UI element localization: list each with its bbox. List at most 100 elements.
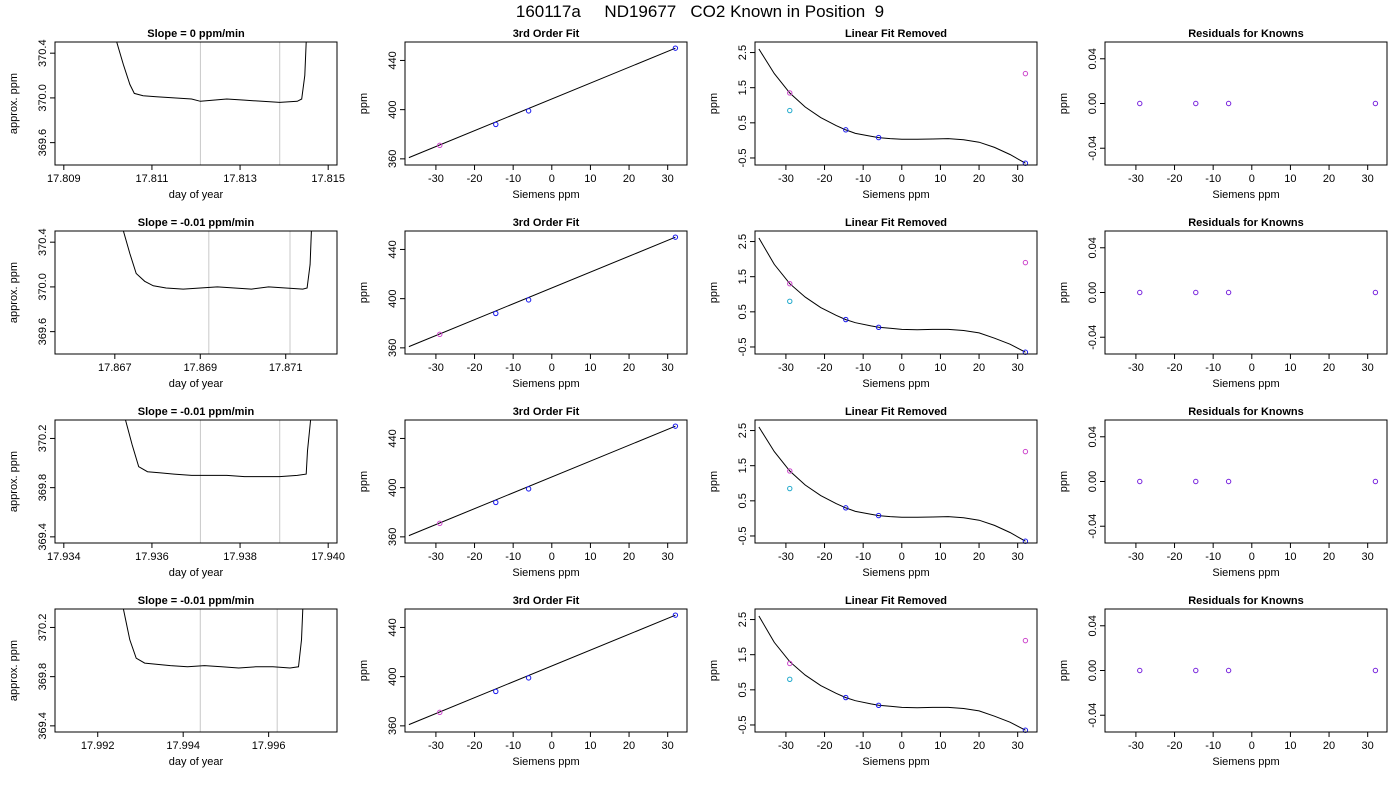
x-tick-label: 0: [899, 362, 905, 374]
y-tick-label: 440: [387, 618, 399, 636]
x-tick-label: -30: [778, 551, 794, 563]
chart-panel: Linear Fit Removed -30 -20 -10 0 10 20 30 -0.5 0.…: [700, 400, 1050, 590]
chart-svg: 3rd Order Fit -30 -20 -10 0 10 20 30 360 400 440 Si…: [358, 217, 688, 390]
data-point: [1137, 478, 1143, 485]
x-tick-label: 17.811: [136, 173, 169, 185]
x-tick-label: 10: [1284, 173, 1296, 185]
y-tick-label: 0.00: [1087, 471, 1099, 492]
plot-area: [125, 420, 312, 478]
x-tick-label: 0: [1249, 740, 1255, 752]
data-point: [1225, 667, 1232, 674]
x-tick-label: -20: [467, 740, 483, 752]
x-tick-label: 10: [584, 173, 596, 185]
y-tick-label: 370.4: [37, 39, 49, 67]
chart-title: Slope = -0.01 ppm/min: [138, 217, 255, 229]
x-tick-label: 0: [549, 551, 555, 563]
y-tick-label: 360: [387, 150, 399, 168]
x-tick-label: 30: [1012, 740, 1024, 752]
data-point: [787, 90, 793, 96]
fit-curve: [758, 615, 1026, 731]
x-tick-label: 17.869: [183, 362, 217, 374]
y-axis-label: ppm: [358, 282, 370, 303]
y-tick-label: 360: [387, 717, 399, 735]
x-tick-label: -10: [505, 740, 521, 752]
x-axis-label: day of year: [169, 189, 224, 201]
x-tick-label: 20: [623, 362, 635, 374]
plot-frame: [404, 230, 688, 355]
y-tick-label: -0.5: [737, 526, 749, 545]
x-tick-label: 30: [662, 362, 674, 374]
chart-title: Linear Fit Removed: [845, 217, 947, 229]
x-tick-label: 20: [973, 551, 985, 563]
y-tick-label: 0.5: [737, 115, 749, 130]
x-tick-label: -20: [817, 551, 833, 563]
x-tick-label: -20: [1167, 551, 1183, 563]
data-point: [787, 676, 793, 682]
x-tick-label: -30: [428, 362, 444, 374]
chart-svg: 3rd Order Fit -30 -20 -10 0 10 20 30 360 400 440 Si…: [358, 595, 688, 768]
x-tick-label: 17.871: [269, 362, 303, 374]
x-tick-label: -10: [855, 740, 871, 752]
plot-frame: [54, 608, 338, 733]
data-point: [1137, 667, 1143, 674]
y-tick-label: 0.5: [737, 304, 749, 319]
y-tick-label: 0.04: [1087, 48, 1099, 69]
data-point: [437, 520, 443, 527]
chart-svg: Linear Fit Removed -30 -20 -10 0 10 20 30 -0.5 0.…: [708, 28, 1038, 201]
x-tick-label: 17.992: [81, 740, 115, 752]
x-axis-label: Siemens ppm: [512, 756, 579, 768]
data-point: [672, 234, 679, 240]
data-point: [1225, 100, 1232, 107]
chart-panel: Slope = -0.01 ppm/min 17.934 17.936 17.938 1…: [0, 400, 350, 590]
chart-panel: Slope = -0.01 ppm/min 17.867 17.869 17.871 3…: [0, 211, 350, 401]
x-tick-label: 20: [623, 740, 635, 752]
data-point: [525, 486, 532, 492]
chart-svg: Residuals for Knowns -30 -20 -10 0 10 20 30 -0.0…: [1058, 406, 1388, 579]
y-axis-label: ppm: [1058, 93, 1070, 114]
data-point: [672, 612, 679, 618]
x-tick-label: -30: [1128, 551, 1144, 563]
x-tick-label: 0: [549, 173, 555, 185]
chart-title: Residuals for Knowns: [1188, 28, 1304, 40]
chart-panel: 3rd Order Fit -30 -20 -10 0 10 20 30 360 400 440 Si…: [350, 589, 700, 779]
plot-area: [758, 615, 1026, 731]
x-tick-label: 20: [973, 173, 985, 185]
fit-curve: [758, 426, 1026, 542]
plot-area: [758, 237, 1026, 353]
chart-panel: Residuals for Knowns -30 -20 -10 0 10 20 30 -0.0…: [1050, 22, 1400, 212]
y-tick-label: 1.5: [737, 647, 749, 662]
x-tick-label: -30: [1128, 740, 1144, 752]
plot-area: [758, 426, 1026, 542]
y-axis-label: ppm: [358, 660, 370, 681]
x-tick-label: -20: [1167, 740, 1183, 752]
x-axis-label: Siemens ppm: [512, 378, 579, 390]
data-point: [1137, 289, 1143, 296]
y-tick-label: 2.5: [737, 234, 749, 249]
data-point: [1372, 667, 1379, 674]
y-tick-label: 0.00: [1087, 660, 1099, 681]
x-axis-label: Siemens ppm: [1212, 567, 1279, 579]
fit-curve: [408, 236, 676, 348]
chart-panel: 3rd Order Fit -30 -20 -10 0 10 20 30 360 400 440 Si…: [350, 400, 700, 590]
chart-panel: Linear Fit Removed -30 -20 -10 0 10 20 30 -0.5 0.…: [700, 589, 1050, 779]
data-point: [843, 316, 849, 323]
x-tick-label: -10: [855, 173, 871, 185]
data-point: [1372, 289, 1379, 296]
plot-area: [408, 425, 676, 537]
y-axis-label: ppm: [1058, 660, 1070, 681]
x-tick-label: 0: [549, 362, 555, 374]
chart-svg: Slope = -0.01 ppm/min 17.934 17.936 17.938 1…: [8, 406, 345, 579]
x-tick-label: -30: [1128, 362, 1144, 374]
y-tick-label: 370.2: [37, 614, 49, 642]
x-tick-label: 30: [662, 551, 674, 563]
x-tick-label: 17.934: [47, 551, 81, 563]
y-axis-label: ppm: [1058, 471, 1070, 492]
chart-title: 3rd Order Fit: [513, 406, 580, 418]
y-tick-label: 400: [387, 667, 399, 685]
chart-title: 3rd Order Fit: [513, 217, 580, 229]
y-tick-label: -0.5: [737, 148, 749, 167]
y-axis-label: approx. ppm: [8, 640, 20, 701]
x-tick-label: 20: [1323, 551, 1335, 563]
data-point: [875, 702, 882, 708]
chart-panel: Linear Fit Removed -30 -20 -10 0 10 20 30 -0.5 0.…: [700, 211, 1050, 401]
